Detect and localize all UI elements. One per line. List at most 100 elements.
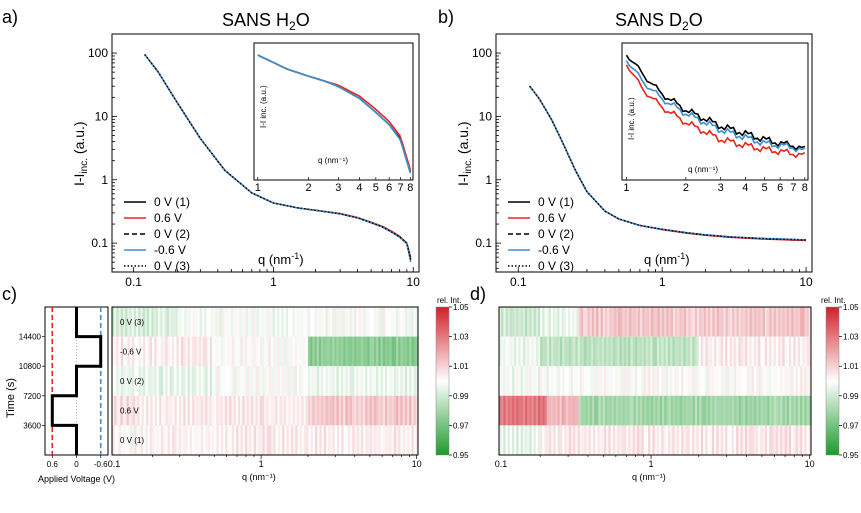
heatmap-cell [161,395,164,426]
heatmap-cell [301,336,304,367]
heatmap-cell [593,425,596,455]
heatmap-cell [398,307,401,337]
heatmap-cell [356,336,359,367]
heatmap-cell [551,425,554,455]
heatmap-cell [731,336,735,367]
heatmap-cell [550,307,554,337]
heatmap-cell [142,307,146,337]
heatmap-cell [501,425,504,455]
heatmap-cell [286,366,289,396]
panel-a-inset-series [257,54,412,174]
heatmap-cell [742,336,746,367]
heatmap-cell [703,425,706,455]
heatmap-cell [365,425,368,455]
heatmap-cell [373,307,377,337]
heatmap-cell [740,395,744,426]
colorbar-tick-label: 0.99 [453,392,469,401]
heatmap-cell [621,425,625,455]
heatmap-cell [299,336,302,367]
heatmap-cell [559,307,562,337]
inset-xtick-label: 4 [742,182,748,194]
inset-xtick-label: 8 [802,182,808,194]
heatmap-cell [314,336,318,367]
heatmap-cell [652,425,655,455]
heatmap-cell [709,425,713,455]
heatmap-cell [250,307,253,337]
heatmap-cell [687,366,691,396]
heatmap-cell [659,307,663,337]
heatmap-cell [525,366,528,396]
heatmap-cell [181,307,185,337]
heatmap-cell [240,395,243,426]
heatmap-cell [788,366,792,396]
heatmap-cell [213,395,217,426]
heatmap-cell [179,307,183,337]
heatmap-cell [685,336,689,367]
heatmap-cell [367,336,370,367]
heatmap-cell [294,336,298,367]
heatmap-cell [522,336,526,367]
heatmap-cell [501,336,504,367]
heatmap-cell [185,395,188,426]
heatmap-cell [797,425,801,455]
legend-label: 0 V (1) [538,195,574,209]
heatmap-cell [740,366,744,396]
heatmap-cell [678,336,682,367]
heatmap-cell [406,366,410,396]
heatmap-cell [203,366,206,396]
heatmap-cell [806,307,810,337]
heatmap-cell [764,425,768,455]
heatmap-cell [561,395,565,426]
heatmap-cell [643,366,647,396]
heatmap-cell [645,366,649,396]
heatmap-cell [358,336,362,367]
heatmap-cell [395,336,399,367]
heatmap-cell [714,336,717,367]
heatmap-cell [352,425,355,455]
heatmap-cell [415,395,419,426]
heatmap-cell [283,336,287,367]
heatmap-cell [167,425,171,455]
inset-xtick-label: 3 [718,182,724,194]
heatmap-cell [499,395,502,426]
heatmap-cell [376,366,379,396]
legend-label: 0 V (3) [538,259,574,273]
heatmap-cell [327,366,331,396]
heatmap-cell [160,336,164,367]
heatmap-cell [771,366,774,396]
heatmap-cell [548,366,552,396]
heatmap-cell [641,366,644,396]
heatmap-cell [619,366,622,396]
heatmap-cell [209,366,213,396]
heatmap-cell [207,336,211,367]
heatmap-cell [758,366,761,396]
heatmap-cell [723,395,726,426]
heatmap-cell [557,336,561,367]
heatmap-cell [340,336,344,367]
heatmap-cell [413,395,417,426]
heatmap-cell [663,366,666,396]
heatmap-cell [672,395,676,426]
colorbar-tick-label: 1.03 [843,333,859,342]
heatmap-cell [172,366,175,396]
heatmap-cell [606,425,609,455]
heatmap-cell [710,307,713,337]
heatmap-cell [229,366,233,396]
heatmap-cell [769,395,772,426]
heatmap-cell [347,307,351,337]
heatmap-cell [749,336,752,367]
heatmap-cell [178,366,182,396]
heatmap-cell [216,395,219,426]
heatmap-cell [371,307,375,337]
heatmap-cell [738,395,742,426]
heatmap-cell [212,366,215,396]
heatmap-cell [292,307,295,337]
heatmap-cell [738,366,741,396]
heatmap-cell [200,366,204,396]
heatmap-cell [230,307,234,337]
heatmap-cell [624,395,628,426]
heatmap-cell [738,425,741,455]
heatmap-cell [509,307,513,337]
heatmap-cell [703,395,707,426]
heatmap-cell [692,425,695,455]
